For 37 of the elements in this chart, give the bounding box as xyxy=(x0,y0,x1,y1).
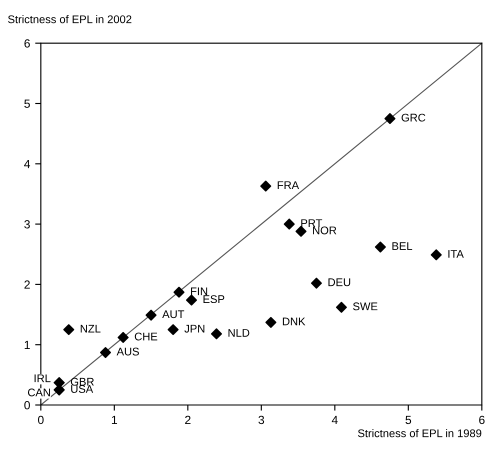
annotation: IRL xyxy=(34,374,50,382)
y-tick-label: 4 xyxy=(24,160,30,168)
annotation: NOR xyxy=(313,226,336,234)
annotation: JPN xyxy=(184,324,204,333)
x-axis-title: Strictness of EPL in 1989 xyxy=(358,429,482,438)
annotation: FRA xyxy=(278,181,300,189)
annotation: DEU xyxy=(328,278,350,286)
x-tick-label: 1 xyxy=(112,416,118,424)
annotation: ITA xyxy=(448,250,464,258)
annotation: ESP xyxy=(204,295,224,304)
x-tick-label: 4 xyxy=(332,416,338,424)
y-tick-label: 5 xyxy=(24,100,30,108)
annotation: SWE xyxy=(353,302,378,310)
x-tick-label: 3 xyxy=(258,416,264,424)
y-tick-label: 3 xyxy=(24,220,30,228)
x-tick-label: 0 xyxy=(38,416,44,424)
annotation: DNK xyxy=(282,318,306,326)
annotation: AUS xyxy=(116,348,139,356)
annotation: BEL xyxy=(392,242,412,250)
x-tick-label: 6 xyxy=(479,416,485,424)
annotation: GBR xyxy=(70,378,94,386)
y-tick-label: 2 xyxy=(24,280,30,289)
annotation: CAN xyxy=(28,388,50,396)
annotation: CHE xyxy=(134,332,158,340)
annotation: AUT xyxy=(162,310,184,318)
y-axis-title: Strictness of EPL in 2002 xyxy=(8,15,132,24)
y-tick-label: 6 xyxy=(24,39,30,48)
annotation: USA xyxy=(71,385,94,393)
y-tick-label: 1 xyxy=(24,340,30,349)
annotation: NLD xyxy=(228,329,250,337)
annotation: PRT xyxy=(301,219,322,227)
x-tick-label: 5 xyxy=(406,416,412,424)
annotation: NZL xyxy=(80,324,100,332)
y-tick-label: 0 xyxy=(24,401,30,410)
x-tick-label: 2 xyxy=(185,416,191,424)
annotation: GRC xyxy=(402,114,426,122)
annotation: FIN xyxy=(191,287,208,296)
